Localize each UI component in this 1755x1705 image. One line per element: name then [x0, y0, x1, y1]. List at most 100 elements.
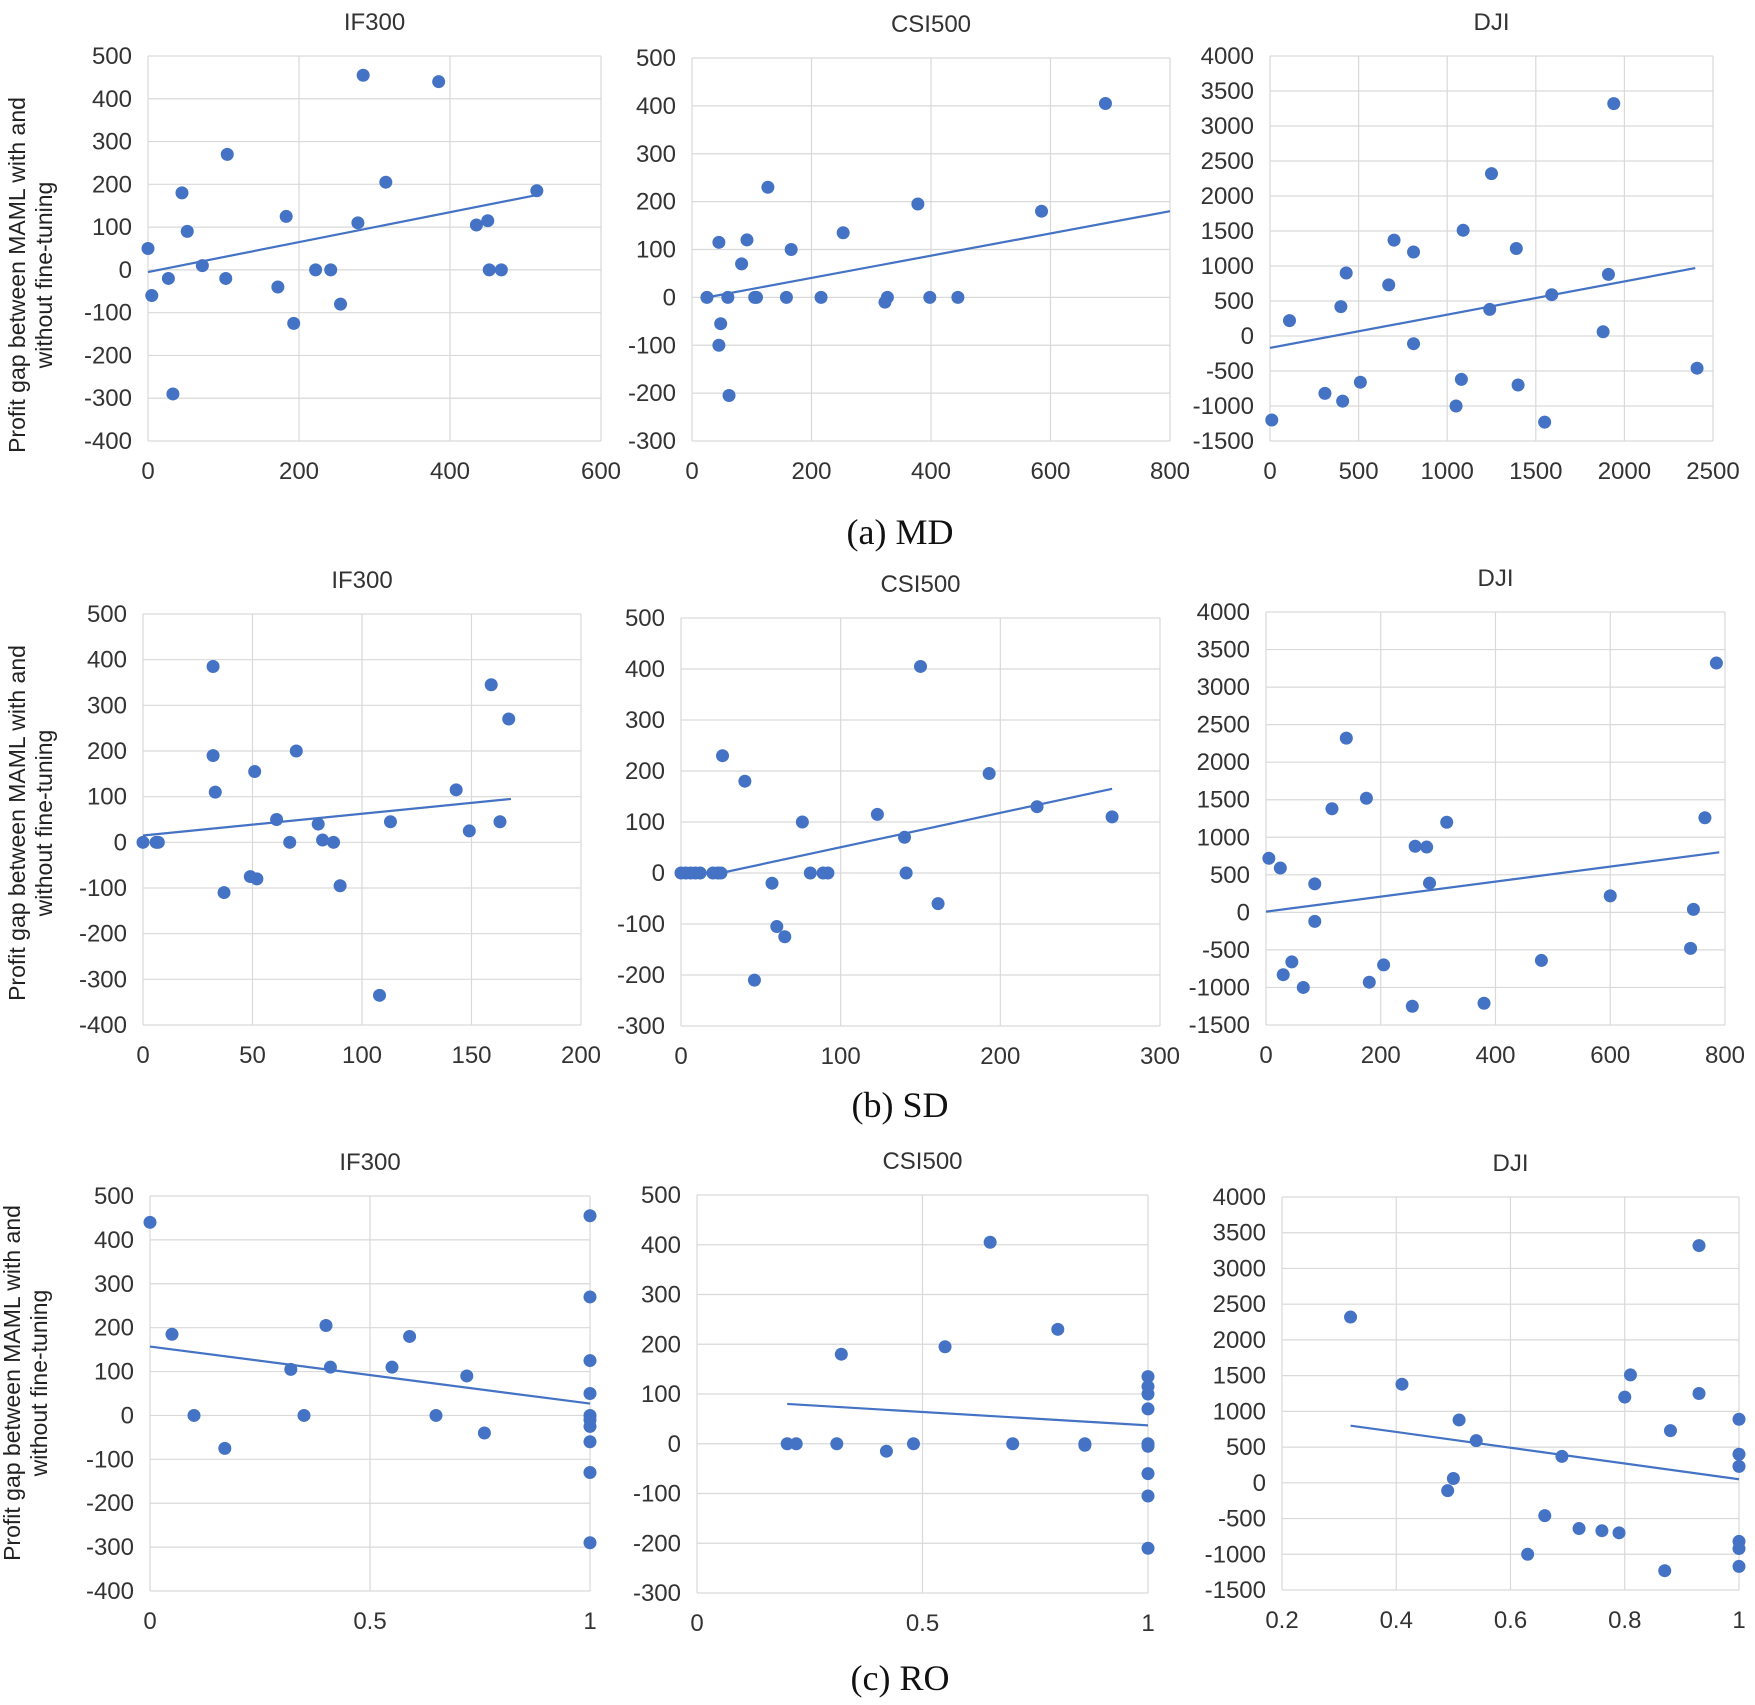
y-label-line1: Profit gap between MAML with and — [0, 1205, 25, 1561]
x-tick-label: 1 — [583, 1608, 596, 1635]
data-point — [765, 876, 779, 890]
y-tick-label: 500 — [92, 43, 132, 70]
y-tick-label: -200 — [86, 1490, 134, 1517]
data-point — [770, 920, 784, 934]
data-point — [1555, 1449, 1569, 1463]
data-point — [1408, 839, 1422, 853]
data-point — [951, 290, 965, 304]
y-tick-label: 4000 — [1213, 1184, 1266, 1211]
data-point — [1141, 1541, 1155, 1555]
y-tick-label: 0 — [119, 257, 132, 284]
data-point — [583, 1209, 597, 1223]
data-point — [403, 1329, 417, 1343]
y-tick-label: 400 — [87, 647, 127, 674]
y-tick-label: -500 — [1202, 937, 1250, 964]
data-point — [1446, 1472, 1460, 1486]
y-tick-label: 200 — [641, 1331, 681, 1358]
data-point — [1595, 1524, 1609, 1538]
data-point — [1339, 731, 1353, 745]
y-label-line2: without fine-tuning — [26, 1290, 52, 1478]
data-point — [1509, 242, 1523, 255]
data-point — [484, 678, 498, 692]
data-point — [982, 767, 996, 781]
y-tick-label: 1500 — [1197, 787, 1250, 814]
trend-line — [1350, 1424, 1740, 1481]
data-point — [738, 774, 752, 788]
data-point — [1030, 800, 1044, 814]
y-tick-label: 4000 — [1197, 599, 1250, 626]
data-point — [493, 815, 507, 829]
data-point — [250, 872, 264, 886]
trend-line — [706, 210, 1171, 299]
y-tick-label: 1500 — [1201, 218, 1254, 245]
y-tick-label: 0 — [652, 860, 665, 887]
x-tick-label: 0 — [141, 458, 154, 485]
data-point — [911, 197, 925, 211]
data-point — [289, 744, 303, 758]
trend-line — [1265, 851, 1720, 913]
data-point — [821, 866, 835, 880]
y-tick-label: 500 — [641, 1182, 681, 1209]
y-tick-label: 500 — [636, 45, 676, 72]
data-point — [870, 807, 884, 821]
data-point — [1449, 399, 1463, 413]
data-point — [834, 1347, 848, 1361]
y-tick-label: 300 — [641, 1282, 681, 1309]
data-point — [1051, 1322, 1065, 1336]
data-point — [136, 835, 150, 849]
y-tick-label: -1500 — [1189, 1012, 1250, 1039]
data-point — [327, 835, 341, 849]
data-point — [1344, 1310, 1358, 1324]
y-tick-label: 2000 — [1197, 749, 1250, 776]
data-point — [1663, 1424, 1677, 1438]
data-point — [373, 988, 387, 1002]
data-point — [1684, 941, 1698, 955]
x-tick-label: 1500 — [1509, 458, 1562, 485]
y-tick-label: 1000 — [1213, 1398, 1266, 1425]
x-tick-label: 400 — [911, 458, 951, 485]
y-tick-label: -300 — [617, 1013, 665, 1040]
data-point — [1035, 204, 1049, 218]
y-tick-label: 100 — [92, 214, 132, 241]
y-tick-label: -100 — [628, 332, 676, 359]
data-point — [175, 186, 189, 200]
data-point — [983, 1235, 997, 1249]
y-tick-label: 400 — [92, 86, 132, 113]
data-point — [830, 1437, 844, 1451]
data-point — [700, 290, 714, 304]
data-point — [141, 242, 155, 255]
caption-ro: (c) RO — [851, 1658, 950, 1698]
y-tick-label: -300 — [79, 966, 127, 993]
y-tick-label: 500 — [1210, 862, 1250, 889]
data-point — [323, 1360, 337, 1374]
data-point — [879, 1444, 893, 1458]
data-point — [379, 175, 393, 189]
y-tick-label: 300 — [87, 692, 127, 719]
data-point — [1308, 914, 1322, 928]
data-point — [143, 1215, 157, 1229]
y-tick-label: 200 — [625, 758, 665, 785]
data-point — [1732, 1559, 1746, 1573]
data-point — [1285, 955, 1299, 969]
data-point — [906, 1437, 920, 1451]
y-tick-label: 3500 — [1197, 637, 1250, 664]
data-point — [469, 218, 483, 232]
chart-sd-if300: -400 -300 -200 -100 0 100 200 300 400 500 0 50 100 15… — [79, 567, 601, 1069]
y-tick-label: 400 — [636, 93, 676, 120]
data-point — [218, 1441, 232, 1455]
panel-title: CSI500 — [891, 11, 971, 38]
x-tick-label: 200 — [1361, 1042, 1401, 1069]
data-point — [721, 290, 735, 304]
data-point — [761, 180, 775, 194]
data-point — [1477, 996, 1491, 1010]
data-point — [324, 263, 338, 277]
data-point — [220, 147, 234, 161]
panel-title: DJI — [1474, 9, 1510, 36]
data-point — [1273, 861, 1287, 875]
y-tick-label: 1000 — [1197, 824, 1250, 851]
data-point — [1282, 314, 1296, 328]
y-tick-label: 0 — [114, 829, 127, 856]
chart-md-csi500: -300 -200 -100 0 100 200 300 400 500 0 200 400 600 80… — [628, 11, 1190, 485]
data-point — [1452, 1413, 1466, 1427]
x-tick-label: 50 — [239, 1042, 266, 1069]
